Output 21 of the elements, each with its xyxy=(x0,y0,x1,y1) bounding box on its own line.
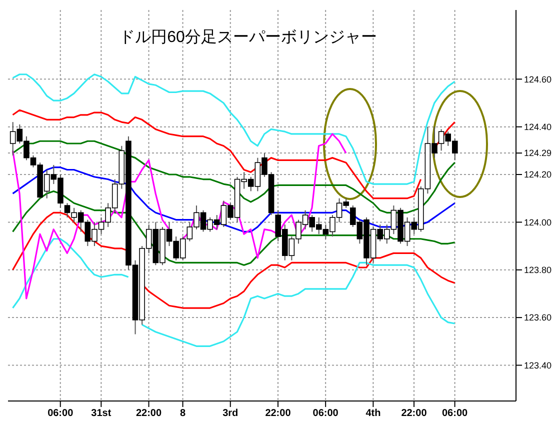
x-tick-label: 06:00 xyxy=(312,408,339,420)
x-tick-label: 06:00 xyxy=(442,408,468,420)
x-tick-label: 31st xyxy=(91,408,112,420)
y-tick-label: 123.60 xyxy=(524,312,552,323)
x-tick-label: 8 xyxy=(180,408,186,420)
y-tick-label: 124.29 xyxy=(524,148,552,158)
text: ドル円60分足スーパーボリンジャー xyxy=(119,29,377,46)
y-tick-label: 123.80 xyxy=(524,265,552,276)
y-tick-label: 124.40 xyxy=(524,122,552,132)
x-tick-label: 4th xyxy=(366,408,381,420)
line-series xyxy=(12,190,456,266)
y-tick-label: 124.00 xyxy=(524,217,552,228)
y-tick-label: 124.60 xyxy=(524,74,552,84)
y-tick-label: 124.20 xyxy=(524,170,552,180)
x-tick-label: 06:00 xyxy=(48,408,74,420)
x-tick-label: 3rd xyxy=(222,408,238,420)
x-tick-label: 22:00 xyxy=(265,408,292,420)
x-tick-label: 22:00 xyxy=(136,408,162,420)
line-series xyxy=(12,74,456,185)
y-tick-label: 123.40 xyxy=(524,360,552,370)
x-tick-label: 22:00 xyxy=(401,408,428,420)
